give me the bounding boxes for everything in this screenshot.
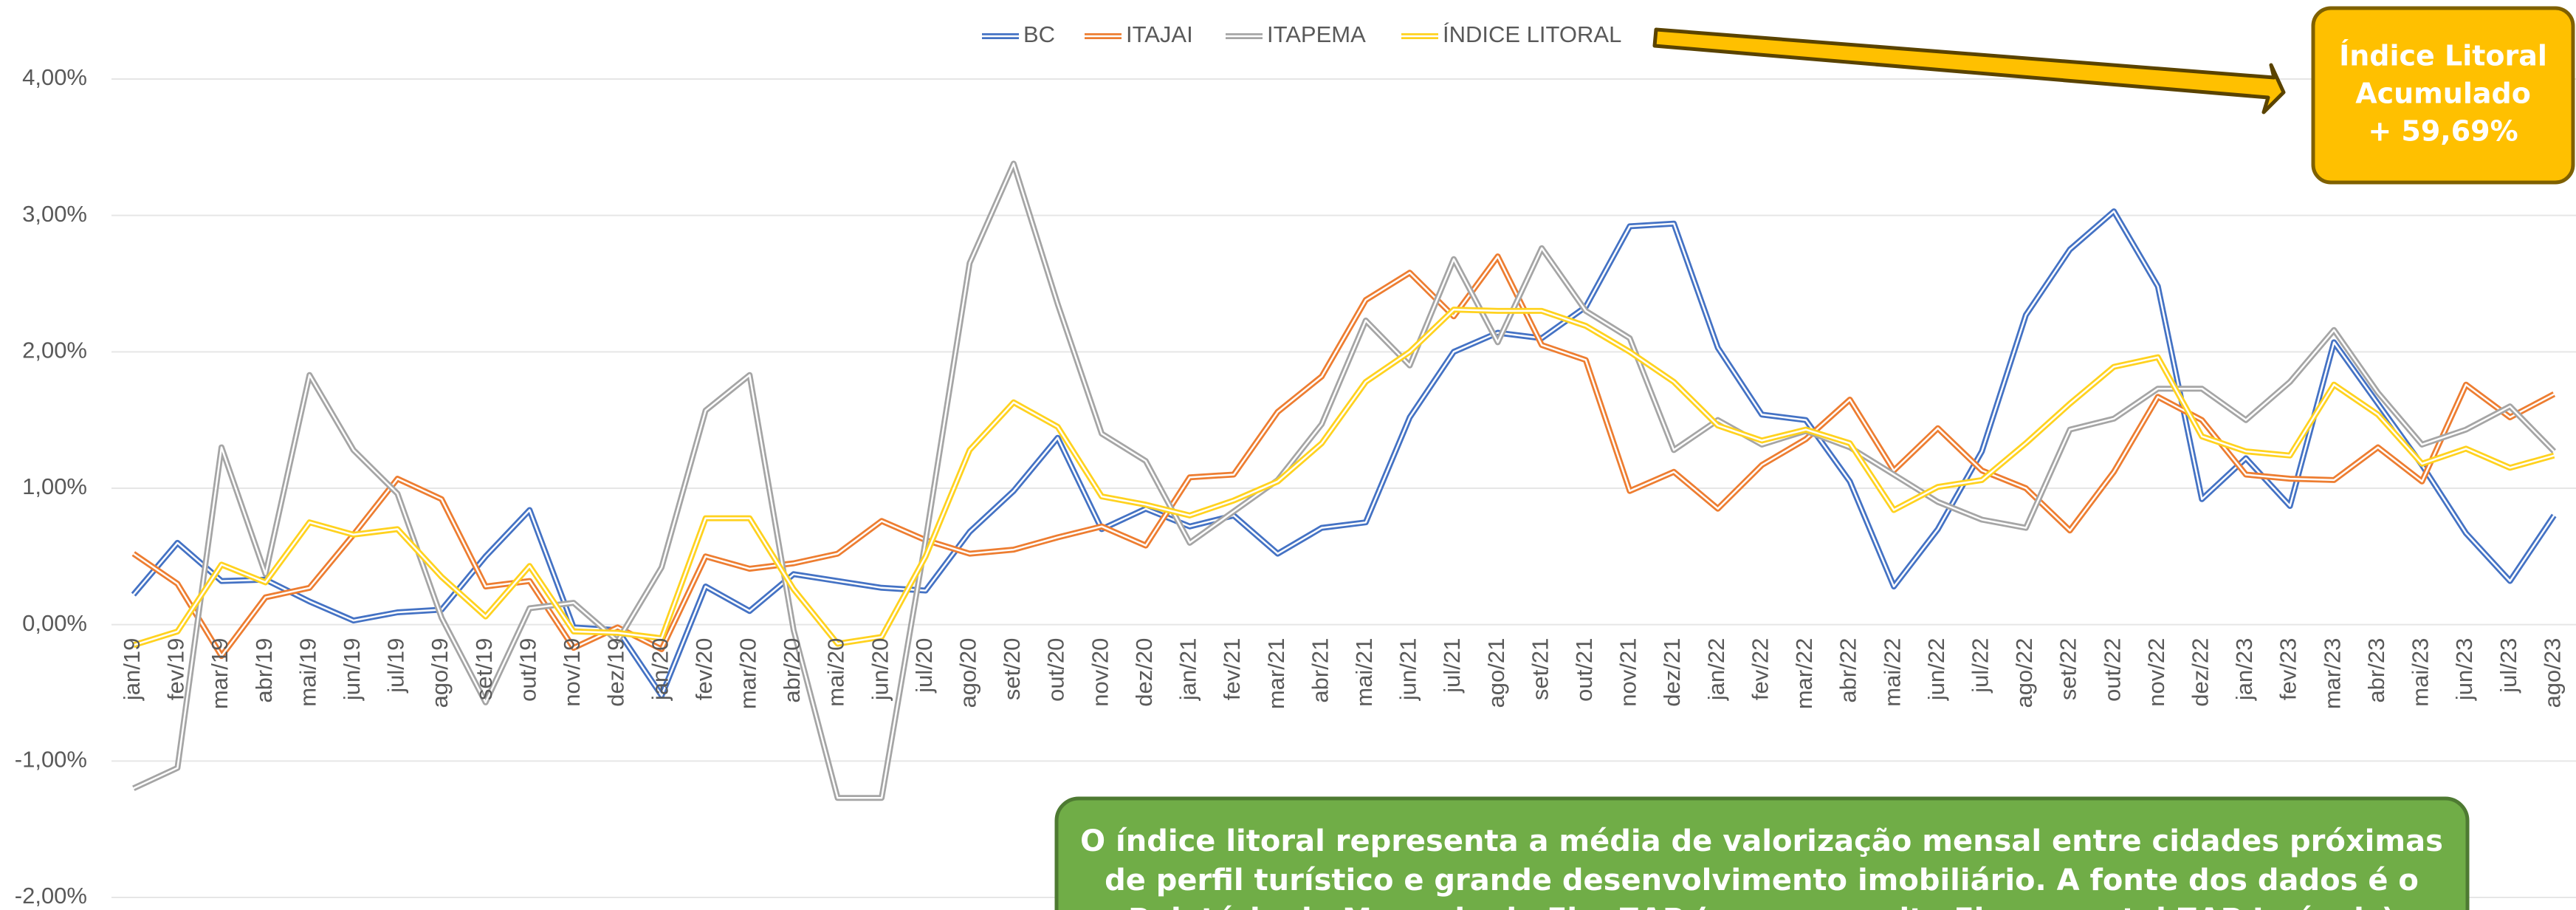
x-tick-label: mai/19 [295,638,320,707]
legend-label: BC [1023,21,1055,47]
series-line-inner [133,255,2555,657]
x-tick-label: mar/23 [2319,638,2345,709]
x-tick-label: mai/22 [1879,638,1905,707]
x-tick-label: ago/20 [955,638,981,708]
x-tick-label: ago/19 [427,638,453,708]
x-tick-label: jan/19 [119,638,145,701]
y-tick-label: 1,00% [22,473,87,499]
legend-label: ÍNDICE LITORAL [1443,21,1621,47]
x-tick-label: fev/23 [2276,638,2301,700]
y-tick-label: 2,00% [22,338,87,363]
axis-labels: -2,00% -1,00% 0,00% 1,00% 2,00% 3,00% 4,00% jan… [15,64,2566,909]
legend-label: ITAJAI [1126,21,1193,47]
x-tick-label: set/19 [471,638,497,700]
series-line-inner [133,162,2555,799]
callout-box [2311,6,2575,185]
callout-text: Índice Litoral [2339,40,2547,72]
legend-label: ITAPEMA [1267,21,1366,47]
y-tick-label: 3,00% [22,201,87,227]
x-tick-label: ago/23 [2539,638,2565,708]
x-tick-label: mar/22 [1791,638,1817,709]
plot [131,160,2557,801]
x-tick-label: fev/22 [1747,638,1773,700]
x-tick-label: ago/21 [1483,638,1509,708]
y-tick-label: -1,00% [15,747,87,773]
x-tick-label: mar/21 [1263,638,1289,709]
x-tick-label: mar/20 [735,638,760,709]
x-tick-label: mai/21 [1351,638,1377,707]
x-tick-label: nov/20 [1087,638,1113,707]
note-text: Relatório do Mercado da FipeZAP (acesso … [1128,903,2395,910]
note-box [1054,796,2470,910]
x-tick-label: dez/22 [2188,638,2213,707]
x-tick-label: jan/22 [1703,638,1729,701]
x-tick-label: jan/23 [2231,638,2257,701]
x-tick-label: abr/23 [2363,638,2389,703]
y-tick-label: -2,00% [15,883,87,909]
x-tick-label: set/20 [999,638,1025,700]
y-tick-label: 4,00% [22,64,87,90]
series-line-inner [132,210,2555,697]
x-tick-label: jul/20 [911,638,937,694]
x-tick-label: abr/20 [779,638,805,703]
x-tick-label: mai/20 [823,638,849,707]
x-tick-label: dez/20 [1131,638,1157,707]
x-tick-label: jul/23 [2496,638,2521,694]
x-tick-label: dez/21 [1659,638,1685,707]
x-tick-label: mai/23 [2408,638,2434,707]
note-text: de perfil turístico e grande desenvolvim… [1105,863,2419,897]
x-tick-label: out/19 [515,638,540,702]
arrow [1652,27,2286,114]
x-tick-label: jan/21 [1175,638,1201,701]
x-tick-label: out/21 [1571,638,1597,702]
x-tick-label: out/20 [1043,638,1069,702]
y-tick-label: 0,00% [22,610,87,636]
x-tick-label: fev/19 [163,638,189,700]
x-tick-label: dez/19 [603,638,629,707]
x-tick-label: jul/22 [1967,638,1993,694]
x-tick-label: jan/20 [647,638,673,701]
x-tick-label: mar/19 [207,638,233,709]
x-tick-label: fev/21 [1219,638,1245,700]
x-tick-label: jun/21 [1395,638,1421,701]
callout-text: + 59,69% [2368,115,2518,148]
legend: BC ITAJAI ITAPEMA ÍNDICE LITORAL [982,21,1621,47]
x-tick-label: nov/19 [559,638,585,707]
x-tick-label: fev/20 [691,638,717,700]
x-tick-label: out/22 [2099,638,2125,702]
x-tick-label: set/22 [2055,638,2081,700]
series-line-inner [133,308,2555,646]
callout-text: Acumulado [2355,78,2531,110]
x-tick-label: jun/23 [2451,638,2477,701]
x-tick-label: jun/20 [867,638,893,701]
x-tick-label: nov/22 [2143,638,2169,707]
x-tick-label: jul/19 [383,638,409,694]
x-tick-label: ago/22 [2011,638,2037,708]
x-tick-label: abr/21 [1307,638,1333,703]
x-tick-label: abr/19 [251,638,277,703]
x-tick-label: jun/22 [1923,638,1949,701]
x-tick-label: abr/22 [1835,638,1861,703]
x-tick-label: nov/21 [1615,638,1641,707]
x-tick-label: jul/21 [1439,638,1465,694]
note-text: O índice litoral representa a média de v… [1080,824,2443,858]
x-tick-label: set/21 [1527,638,1553,700]
x-tick-label: jun/19 [339,638,365,701]
